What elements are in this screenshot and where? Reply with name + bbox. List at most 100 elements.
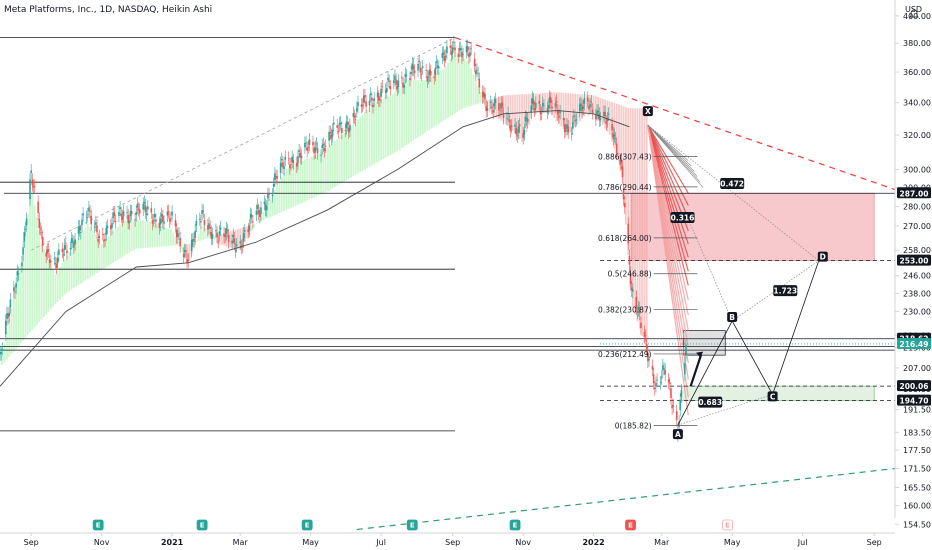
candle-body bbox=[637, 307, 640, 311]
candle-body bbox=[259, 213, 261, 218]
pattern-ratio-line bbox=[647, 125, 733, 322]
candle-body bbox=[433, 76, 436, 79]
candle-body bbox=[630, 287, 633, 291]
candle-body bbox=[7, 313, 9, 318]
candle-body bbox=[336, 125, 339, 128]
candle-body bbox=[300, 155, 303, 159]
pattern-point-a bbox=[672, 429, 683, 440]
candle-body bbox=[129, 211, 132, 216]
candle-body bbox=[515, 127, 518, 135]
earnings-marker bbox=[406, 519, 418, 531]
candle-body bbox=[162, 216, 164, 222]
candle-body bbox=[628, 255, 631, 265]
candle-body bbox=[405, 75, 408, 77]
candle-body bbox=[306, 147, 308, 151]
candle-body bbox=[45, 252, 47, 257]
candle-body bbox=[40, 232, 43, 234]
candle-body bbox=[365, 101, 367, 107]
candle-body bbox=[459, 48, 462, 51]
ratio-tag bbox=[698, 396, 723, 408]
candle-body bbox=[619, 159, 621, 165]
candle-body bbox=[47, 248, 50, 252]
candle-body bbox=[590, 101, 593, 103]
candle-body bbox=[346, 122, 349, 125]
candle-body bbox=[680, 390, 683, 397]
candle-body bbox=[574, 120, 576, 122]
candle-body bbox=[361, 104, 364, 106]
candle-body bbox=[227, 234, 230, 243]
down-trendline bbox=[454, 37, 896, 191]
candle-body bbox=[492, 110, 494, 113]
candle-body bbox=[381, 86, 384, 88]
candle-body bbox=[532, 99, 535, 105]
candle-body bbox=[547, 105, 550, 109]
candle-body bbox=[371, 97, 373, 101]
pattern-point-c bbox=[767, 391, 778, 402]
candle-body bbox=[566, 124, 568, 129]
candle-body bbox=[126, 212, 128, 213]
candle-body bbox=[613, 134, 616, 137]
candle-body bbox=[158, 222, 161, 229]
price-label-box bbox=[897, 337, 931, 349]
earnings-marker bbox=[92, 519, 104, 531]
candle-body bbox=[217, 241, 220, 243]
candle-body bbox=[29, 179, 31, 200]
candle-body bbox=[453, 42, 455, 44]
candle-body bbox=[330, 134, 333, 139]
x-tick-label: Sep bbox=[445, 538, 460, 547]
candle-body bbox=[441, 53, 444, 58]
candle-body bbox=[344, 129, 347, 131]
candle-body bbox=[403, 84, 405, 88]
candle-body bbox=[533, 107, 536, 111]
candle-body bbox=[112, 212, 114, 218]
pattern-point-d bbox=[817, 251, 828, 262]
candle-body bbox=[368, 100, 371, 106]
alert-icon[interactable] bbox=[909, 9, 919, 18]
candle-body bbox=[470, 48, 472, 50]
candle-body bbox=[563, 124, 566, 133]
candle-body bbox=[268, 194, 270, 195]
candle-body bbox=[134, 219, 136, 221]
candle-body bbox=[647, 353, 649, 362]
candle-body bbox=[93, 226, 96, 228]
candle-body bbox=[662, 365, 664, 371]
candle-body bbox=[63, 244, 66, 250]
y-tick-label: 207.00 bbox=[903, 364, 931, 373]
candle-body bbox=[474, 70, 477, 75]
candle-body bbox=[379, 99, 381, 101]
candle-body bbox=[603, 111, 605, 117]
candle-body bbox=[56, 257, 59, 264]
candle-body bbox=[426, 76, 429, 82]
candle-body bbox=[578, 104, 581, 111]
candle-body bbox=[168, 218, 171, 222]
candle-body bbox=[638, 308, 641, 314]
candle-body bbox=[429, 71, 432, 76]
y-tick-label: 154.50 bbox=[903, 520, 931, 529]
candle-body bbox=[78, 226, 81, 231]
y-tick-label: 380.00 bbox=[903, 39, 931, 48]
candle-body bbox=[615, 143, 618, 154]
candle-body bbox=[50, 260, 52, 262]
y-tick-label: 270.00 bbox=[903, 222, 931, 231]
candle-body bbox=[483, 92, 485, 97]
candle-body bbox=[664, 369, 666, 375]
candle-body bbox=[290, 164, 292, 165]
candle-body bbox=[122, 211, 125, 217]
candle-body bbox=[185, 250, 187, 252]
candle-body bbox=[224, 234, 226, 237]
candle-body bbox=[612, 133, 615, 139]
candle-body bbox=[670, 388, 672, 398]
earnings-marker bbox=[301, 519, 313, 531]
candle-body bbox=[249, 213, 252, 219]
candle-body bbox=[77, 226, 80, 234]
candle-body bbox=[364, 95, 366, 98]
candle-body bbox=[216, 232, 218, 238]
candle-body bbox=[257, 210, 260, 214]
candle-body bbox=[15, 283, 17, 288]
price-label-box bbox=[897, 394, 931, 406]
candle-body bbox=[508, 119, 511, 122]
candle-body bbox=[135, 212, 138, 215]
candle-body bbox=[356, 107, 358, 112]
candle-body bbox=[679, 399, 681, 411]
